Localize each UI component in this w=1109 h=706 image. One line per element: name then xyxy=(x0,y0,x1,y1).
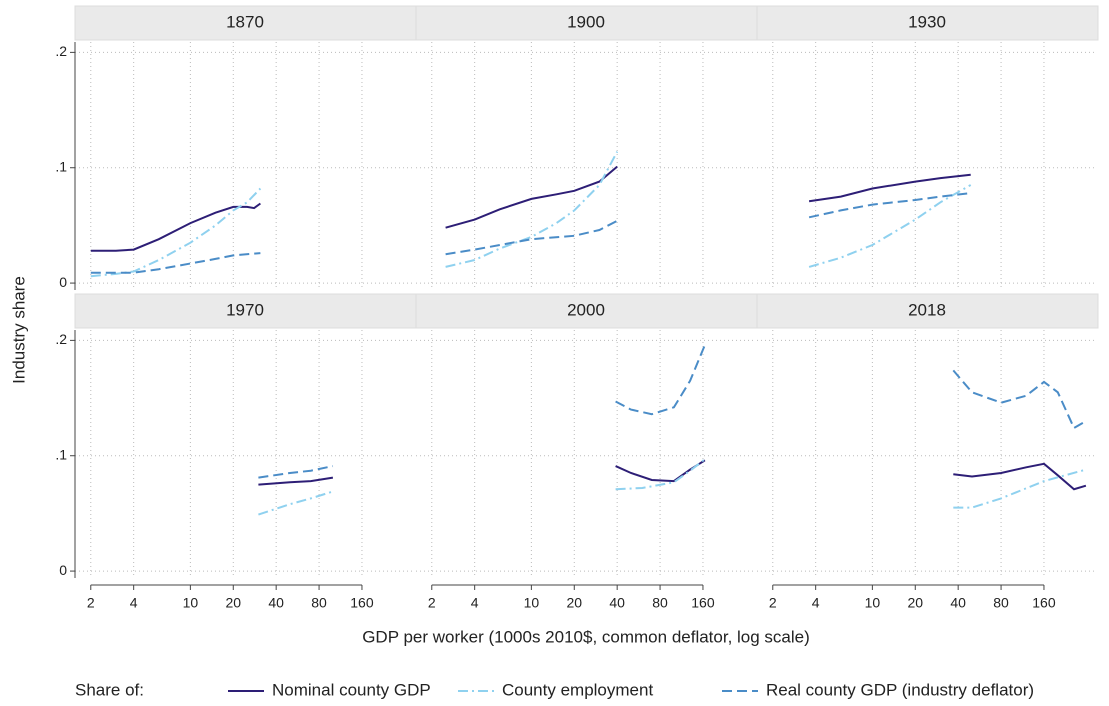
y-tick-label: 0 xyxy=(59,562,67,578)
x-tick-label: 80 xyxy=(993,595,1009,611)
x-axis-label: GDP per worker (1000s 2010$, common defl… xyxy=(362,627,810,646)
series-line xyxy=(615,344,706,416)
strip xyxy=(415,5,758,41)
x-tick-label: 10 xyxy=(524,595,540,611)
panel-title: 1900 xyxy=(567,12,605,31)
x-tick-label: 20 xyxy=(907,595,923,611)
series-line xyxy=(90,252,261,274)
y-tick-label: .2 xyxy=(55,331,67,347)
x-tick-label: 20 xyxy=(225,595,241,611)
series-line xyxy=(445,165,618,229)
series-line xyxy=(952,369,1087,430)
legend-label: Real county GDP (industry deflator) xyxy=(766,680,1034,699)
series-line xyxy=(953,462,1087,491)
x-tick-label: 2 xyxy=(769,595,777,611)
x-tick-label: 160 xyxy=(1032,595,1056,611)
series-line xyxy=(258,465,334,479)
y-tick-label: 0 xyxy=(59,274,67,290)
legend-label: County employment xyxy=(502,680,653,699)
x-tick-label: 20 xyxy=(566,595,582,611)
panel-title: 1930 xyxy=(908,12,946,31)
strip xyxy=(756,293,1099,329)
y-tick-label: .1 xyxy=(55,446,67,462)
panel-title: 1970 xyxy=(226,300,264,319)
y-tick-label: .2 xyxy=(55,43,67,59)
x-tick-label: 2 xyxy=(87,595,95,611)
strip xyxy=(74,293,417,329)
series-line xyxy=(90,187,262,278)
series-line xyxy=(445,219,618,256)
x-tick-label: 4 xyxy=(471,595,479,611)
x-tick-label: 40 xyxy=(268,595,284,611)
series-line xyxy=(615,458,706,491)
x-tick-label: 4 xyxy=(812,595,820,611)
x-tick-label: 160 xyxy=(691,595,715,611)
series-line xyxy=(808,192,971,219)
x-tick-label: 4 xyxy=(130,595,138,611)
series-line xyxy=(258,490,334,516)
x-tick-label: 80 xyxy=(311,595,327,611)
panel-title: 1870 xyxy=(226,12,264,31)
x-tick-label: 2 xyxy=(428,595,436,611)
strip xyxy=(74,5,417,41)
panel-title: 2000 xyxy=(567,300,605,319)
legend-title: Share of: xyxy=(75,680,144,699)
series-line xyxy=(808,173,971,203)
panel-title: 2018 xyxy=(908,300,946,319)
x-tick-label: 40 xyxy=(950,595,966,611)
legend-label: Nominal county GDP xyxy=(272,680,431,699)
y-axis-label: Industry share xyxy=(9,276,28,384)
series-line xyxy=(90,202,261,252)
series-line xyxy=(258,476,334,486)
y-tick-label: .1 xyxy=(55,158,67,174)
strip xyxy=(415,293,758,329)
series-line xyxy=(953,468,1087,509)
series-line xyxy=(808,184,972,268)
x-tick-label: 10 xyxy=(865,595,881,611)
strip xyxy=(756,5,1099,41)
series-line xyxy=(445,151,619,268)
x-tick-label: 40 xyxy=(609,595,625,611)
x-tick-label: 10 xyxy=(183,595,199,611)
x-tick-label: 160 xyxy=(350,595,374,611)
x-tick-label: 80 xyxy=(652,595,668,611)
